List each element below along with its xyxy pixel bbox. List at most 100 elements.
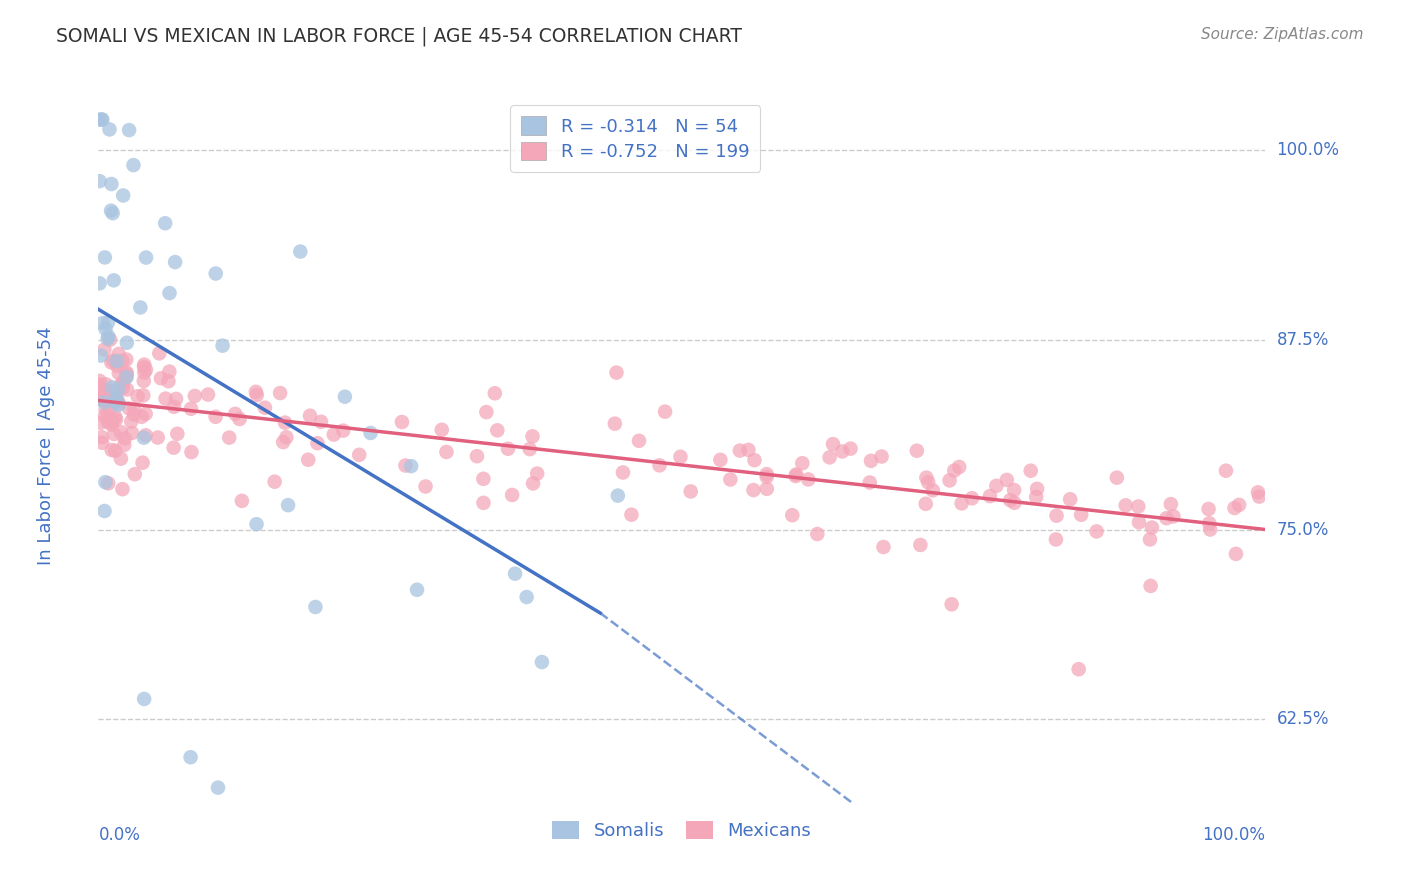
Point — [180, 445, 202, 459]
Point — [522, 476, 544, 491]
Point — [101, 415, 124, 429]
Point — [111, 381, 134, 395]
Point — [297, 452, 319, 467]
Point — [93, 384, 115, 399]
Point — [475, 405, 498, 419]
Point — [742, 483, 765, 497]
Point — [91, 435, 114, 450]
Point — [105, 393, 128, 408]
Point — [921, 483, 943, 498]
Point — [603, 417, 626, 431]
Point — [1115, 499, 1137, 513]
Point — [118, 123, 141, 137]
Point — [872, 540, 894, 554]
Point — [1002, 496, 1025, 510]
Point — [995, 473, 1018, 487]
Point — [231, 493, 253, 508]
Point — [228, 412, 250, 426]
Point — [1019, 464, 1042, 478]
Text: In Labor Force | Age 45-54: In Labor Force | Age 45-54 — [37, 326, 55, 566]
Point — [831, 444, 853, 458]
Point — [917, 475, 939, 490]
Point — [110, 425, 132, 439]
Point — [105, 359, 128, 373]
Point — [93, 343, 115, 357]
Point — [960, 491, 983, 506]
Point — [163, 400, 186, 414]
Point — [132, 388, 155, 402]
Point — [89, 381, 111, 395]
Point — [91, 112, 114, 127]
Point — [90, 349, 112, 363]
Point — [157, 374, 180, 388]
Point — [526, 467, 548, 481]
Point — [1227, 498, 1250, 512]
Point — [89, 392, 111, 406]
Point — [472, 496, 495, 510]
Point — [105, 392, 128, 406]
Point — [103, 427, 125, 442]
Point — [519, 442, 541, 456]
Point — [107, 398, 129, 412]
Point — [1002, 483, 1025, 497]
Point — [406, 582, 429, 597]
Point — [204, 409, 226, 424]
Point — [97, 384, 120, 399]
Point — [97, 476, 120, 491]
Point — [134, 692, 156, 706]
Point — [114, 431, 136, 445]
Point — [1160, 497, 1182, 511]
Point — [100, 443, 122, 458]
Point — [114, 370, 136, 384]
Point — [104, 443, 127, 458]
Point — [943, 464, 966, 478]
Point — [100, 177, 122, 191]
Point — [246, 388, 269, 402]
Point — [197, 387, 219, 401]
Point — [124, 467, 146, 482]
Point — [97, 316, 120, 330]
Point — [839, 442, 862, 456]
Point — [131, 409, 153, 424]
Point — [941, 597, 963, 611]
Point — [135, 251, 157, 265]
Point — [654, 404, 676, 418]
Point — [98, 401, 121, 415]
Point — [780, 508, 803, 523]
Point — [1105, 470, 1128, 484]
Point — [115, 367, 138, 381]
Point — [127, 389, 149, 403]
Point — [101, 206, 124, 220]
Point — [110, 378, 132, 392]
Point — [165, 392, 187, 406]
Point — [111, 482, 134, 496]
Point — [1199, 523, 1222, 537]
Point — [184, 389, 207, 403]
Point — [115, 335, 138, 350]
Point — [394, 458, 416, 473]
Point — [111, 375, 134, 389]
Point — [159, 286, 181, 301]
Point — [915, 470, 938, 484]
Point — [1215, 464, 1237, 478]
Point — [104, 410, 127, 425]
Point — [1249, 490, 1271, 504]
Point — [276, 430, 298, 444]
Point — [89, 277, 111, 291]
Point — [709, 453, 731, 467]
Legend: Somalis, Mexicans: Somalis, Mexicans — [546, 814, 818, 847]
Point — [115, 366, 138, 380]
Point — [1247, 485, 1270, 500]
Point — [134, 358, 156, 372]
Point — [1045, 508, 1067, 523]
Point — [253, 401, 276, 415]
Point — [1128, 500, 1150, 514]
Point — [100, 203, 122, 218]
Point — [89, 381, 111, 395]
Point — [979, 489, 1001, 503]
Text: 87.5%: 87.5% — [1277, 331, 1329, 349]
Point — [218, 431, 240, 445]
Point — [309, 415, 332, 429]
Point — [91, 385, 114, 400]
Point — [132, 359, 155, 374]
